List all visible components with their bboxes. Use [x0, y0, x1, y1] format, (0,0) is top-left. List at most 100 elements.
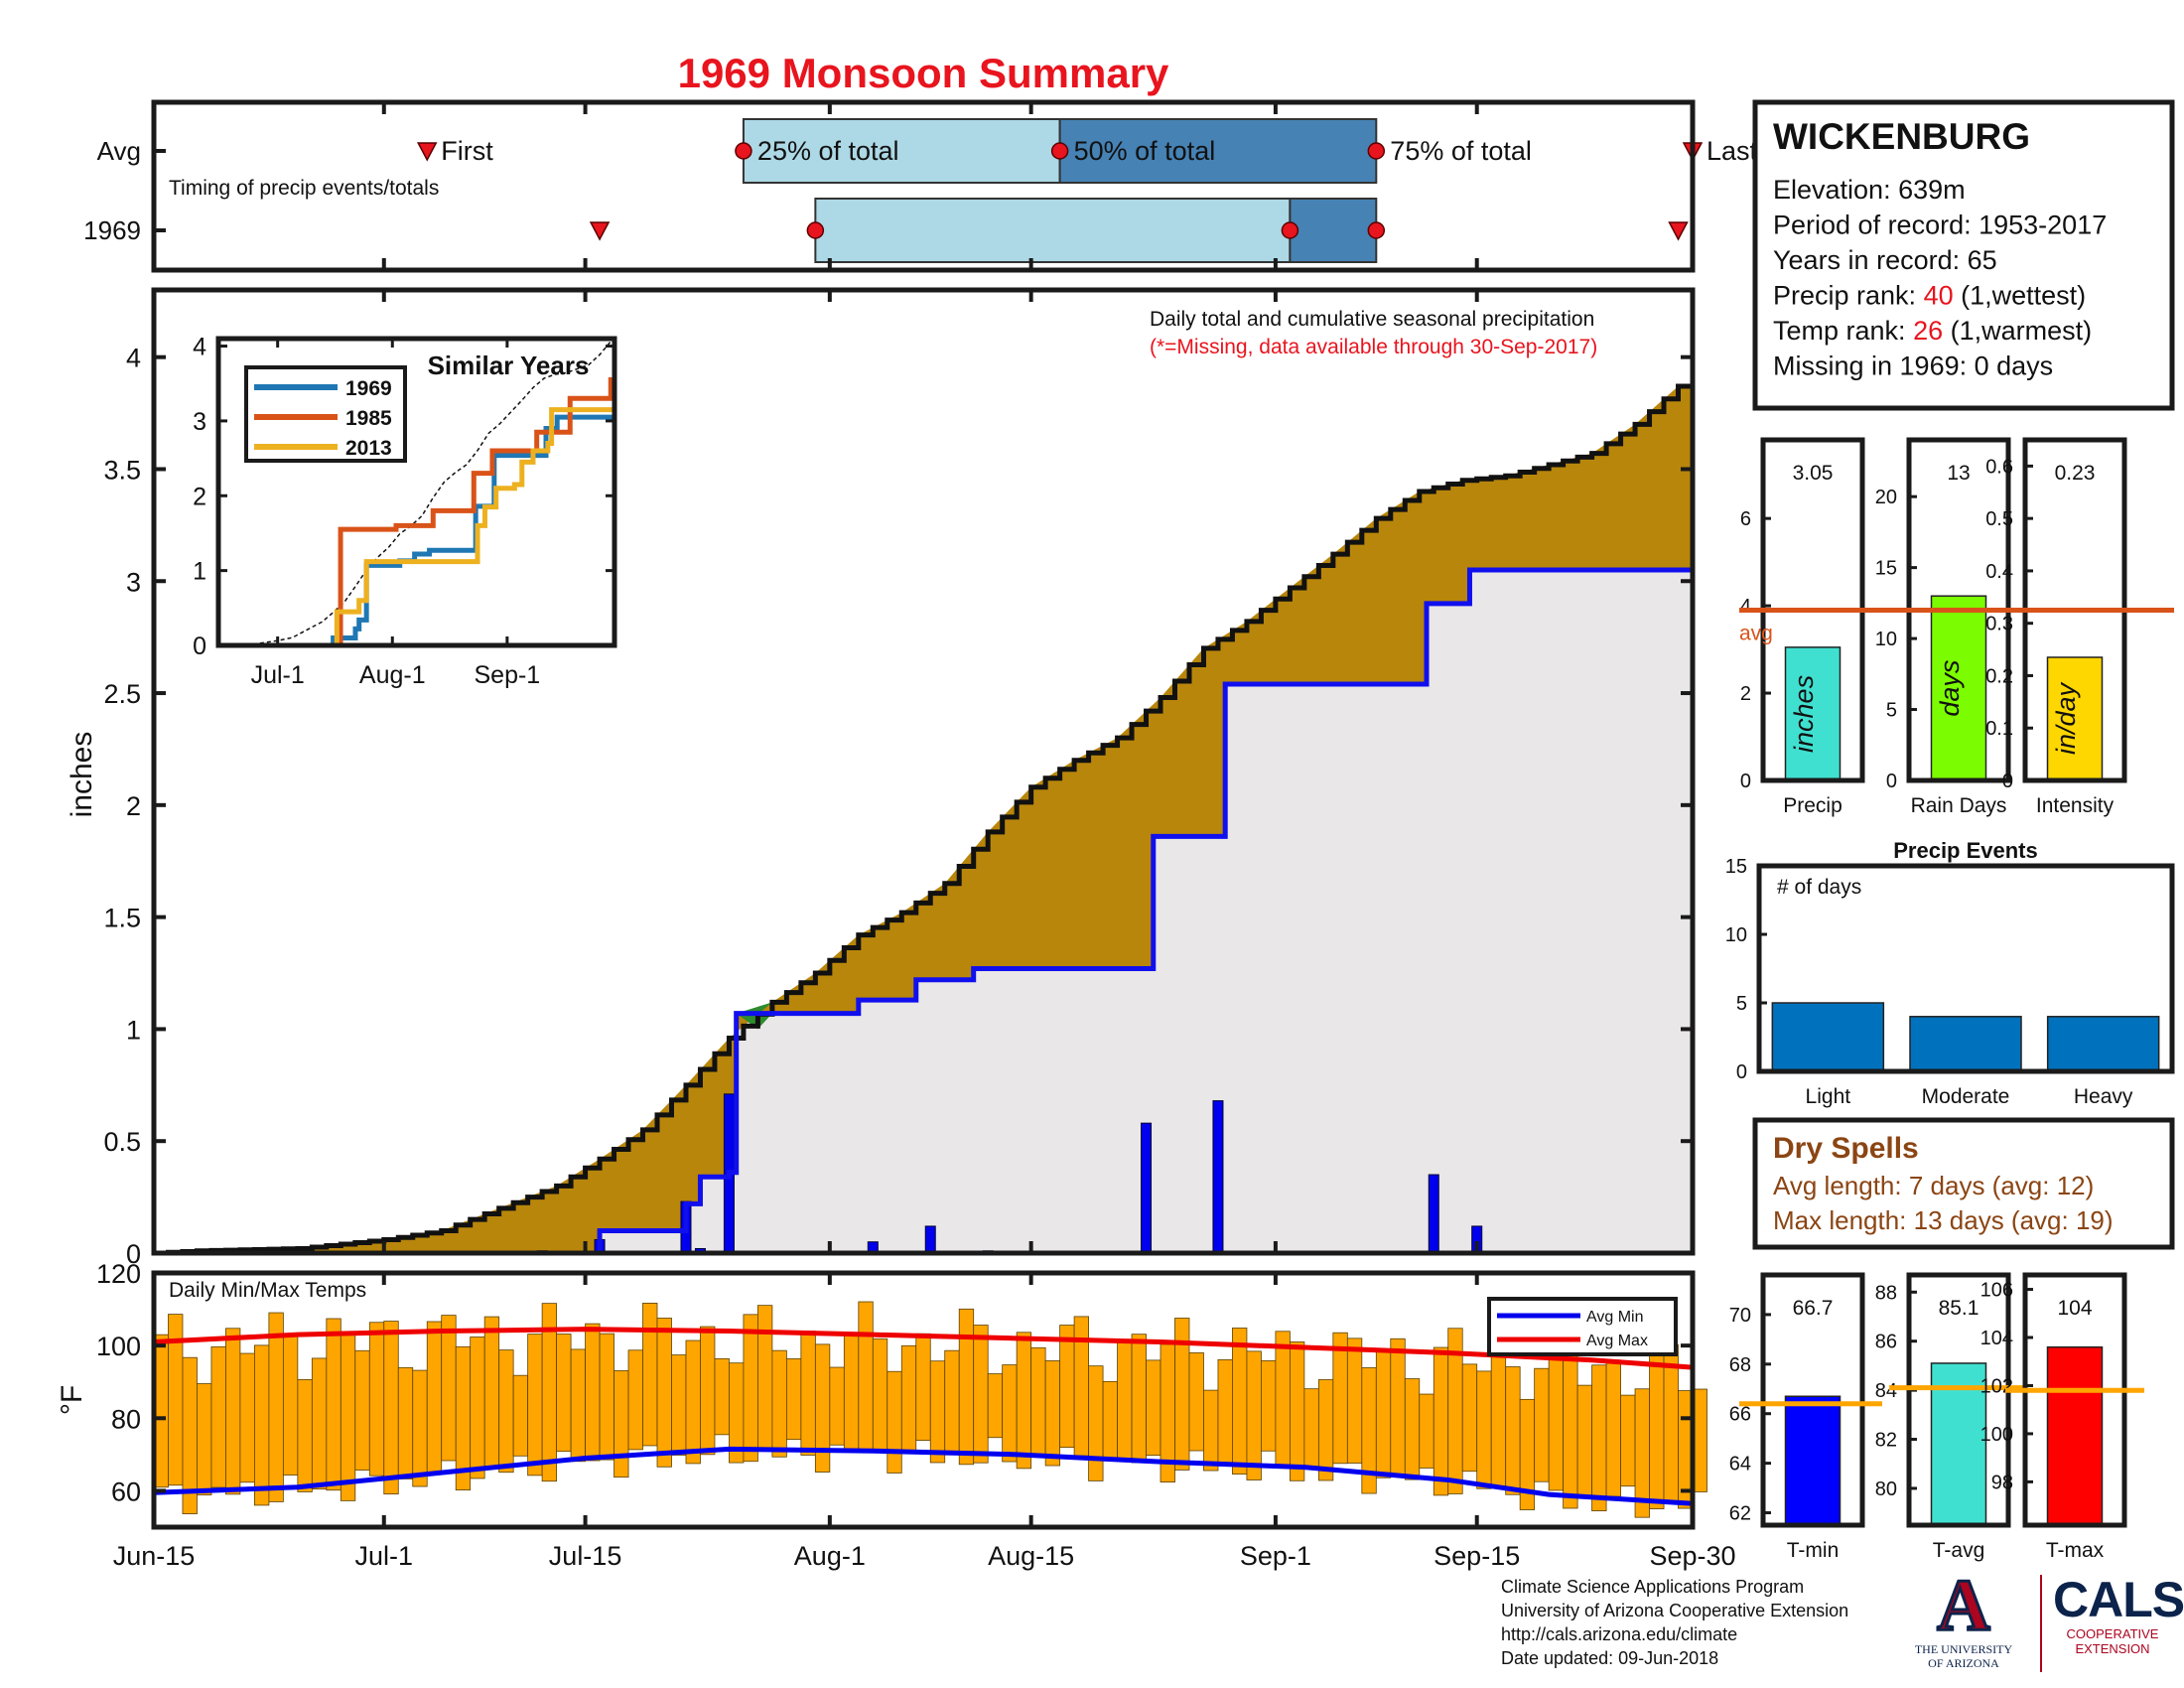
- temp-range-bar-14: [354, 1349, 370, 1471]
- station-line-3-prefix: Precip rank:: [1773, 281, 1924, 311]
- inset-ytick-label-4: 4: [193, 334, 206, 361]
- inset-ytick-label-0: 0: [193, 633, 206, 660]
- temp-summary-label-0: T-min: [1787, 1539, 1840, 1562]
- avg-cumulative-line: [154, 383, 1696, 1256]
- inset-title: Similar Years: [428, 351, 590, 380]
- precip-ytick-label-1: 0.5: [103, 1127, 141, 1157]
- temp-range-bar-56: [958, 1308, 975, 1466]
- temp-range-bar-54: [929, 1360, 946, 1464]
- temp-legend-frame: [1487, 1297, 1678, 1356]
- inset-xtick-label-0: Jul-1: [251, 661, 305, 689]
- temp-summary-ytick-label-1-0: 80: [1875, 1478, 1897, 1500]
- events-bar-1: [1909, 1016, 2022, 1072]
- timing-row-label-year: 1969: [83, 215, 141, 245]
- xtick-label-6: Sep-15: [1433, 1541, 1520, 1571]
- temp-range-bar-13: [340, 1334, 356, 1501]
- temp-range-bar-74: [1217, 1358, 1233, 1467]
- summary-value-2: 0.23: [2055, 462, 2096, 485]
- dry-spells-title: Dry Spells: [1773, 1132, 1919, 1165]
- summary-value-1: 13: [1947, 462, 1970, 485]
- events-frame: [1756, 863, 2175, 1074]
- station-line-4-value: 26: [1913, 316, 1943, 346]
- temp-range-bar-10: [297, 1379, 313, 1492]
- precip-ytick-label-2: 1: [126, 1015, 141, 1045]
- credits-url[interactable]: http://cals.arizona.edu/climate: [1501, 1624, 1738, 1644]
- year-bar-25-50: [814, 198, 1292, 263]
- temp-range-bar-81: [1317, 1379, 1334, 1481]
- inset-series-2013: [218, 407, 614, 648]
- temp-summary-ytick-label-1-3: 86: [1875, 1332, 1897, 1353]
- temp-ytick-label-3: 120: [96, 1259, 141, 1289]
- inset-legend-label-1985: 1985: [345, 407, 392, 430]
- cals-line2: EXTENSION: [2075, 1641, 2150, 1656]
- temp-range-bar-35: [656, 1318, 672, 1468]
- summary-ytick-label-2-0: 0: [2002, 771, 2013, 792]
- events-ytick-label-2: 10: [1725, 924, 1747, 946]
- year-p75-marker: [1367, 221, 1386, 239]
- temp-range-bar-4: [210, 1345, 226, 1488]
- station-line-4-prefix: Temp rank:: [1773, 316, 1913, 346]
- precip-ytick-label-4: 2: [126, 791, 141, 821]
- university-of-arizona-logo[interactable]: A THE UNIVERSITY OF ARIZONA: [1904, 1568, 2023, 1678]
- year-bar-50-75: [1289, 198, 1378, 263]
- temp-summary-frame-0: [1760, 1272, 1865, 1528]
- temp-range-bar-31: [599, 1333, 614, 1461]
- temp-range-bar-46: [814, 1343, 831, 1473]
- summary-ytick-label-1-2: 10: [1875, 629, 1897, 650]
- temp-range-bar-22: [470, 1336, 485, 1479]
- xtick-label-2: Jul-15: [549, 1541, 622, 1571]
- temp-range-bar-80: [1303, 1388, 1319, 1470]
- temp-range-bar-12: [326, 1318, 341, 1491]
- temp-range-bar-51: [887, 1370, 902, 1474]
- surplus-fill-top: [736, 1013, 772, 1030]
- chart-title: 1969 Monsoon Summary: [678, 50, 1169, 96]
- temp-range-bar-75: [1232, 1328, 1248, 1475]
- dry-spells-line-1: Max length: 13 days (avg: 19): [1773, 1205, 2114, 1235]
- xtick-label-5: Sep-1: [1240, 1541, 1311, 1571]
- inset-xtick-label-1: Aug-1: [359, 661, 426, 689]
- xtick-label-0: Jun-15: [113, 1541, 196, 1571]
- summary-unit-1: days: [1935, 660, 1965, 717]
- summary-ytick-label-0-1: 2: [1740, 683, 1751, 705]
- temp-summary-ytick-label-1-4: 88: [1875, 1282, 1897, 1304]
- temp-range-bar-3: [197, 1383, 212, 1495]
- temp-range-bar-39: [714, 1357, 730, 1436]
- avg-min-line: [153, 1446, 1694, 1506]
- temp-summary-ytick-label-0-2: 66: [1729, 1404, 1751, 1426]
- credits-updated: Date updated: 09-Jun-2018: [1501, 1648, 1719, 1668]
- temp-range-bar-36: [671, 1354, 687, 1456]
- summary-label-1: Rain Days: [1911, 794, 2007, 817]
- temp-range-bar-87: [1404, 1378, 1421, 1480]
- temp-range-bar-72: [1188, 1352, 1204, 1452]
- temp-range-bar-100: [1591, 1364, 1607, 1512]
- temp-range-bar-69: [1146, 1359, 1161, 1457]
- credits-block: Climate Science Applications Program Uni…: [1501, 1575, 1848, 1670]
- temp-range-bar-50: [872, 1337, 888, 1451]
- temp-range-bar-53: [915, 1333, 931, 1442]
- university-name-line2: OF ARIZONA: [1928, 1656, 1999, 1670]
- temp-range-bar-49: [858, 1301, 874, 1454]
- events-title: Precip Events: [1893, 838, 2038, 863]
- daily-precip-bar-6: [924, 1225, 936, 1254]
- summary-ytick-label-2-1: 0.1: [1985, 718, 2013, 740]
- avg-p75-marker: [1367, 142, 1386, 160]
- university-name-line1: THE UNIVERSITY: [1914, 1642, 2013, 1656]
- temp-range-bar-65: [1088, 1365, 1104, 1481]
- xtick-label-1: Jul-1: [355, 1541, 414, 1571]
- deficit-fill: [154, 383, 1693, 1254]
- temp-range-bar-43: [771, 1349, 787, 1458]
- temp-range-bar-92: [1476, 1370, 1492, 1489]
- summary-ytick-label-2-6: 0.6: [1985, 456, 2013, 478]
- temp-summary-ytick-label-0-0: 62: [1729, 1503, 1751, 1525]
- logo-separator: [2040, 1575, 2042, 1672]
- events-bar-0: [1771, 1002, 1885, 1072]
- temp-range-bar-42: [757, 1305, 773, 1450]
- temp-ytick-label-2: 100: [96, 1332, 141, 1361]
- precip-ytick-label-0: 0: [126, 1239, 141, 1269]
- inset-ytick-label-3: 3: [193, 408, 206, 436]
- temp-range-bar-58: [987, 1373, 1004, 1439]
- station-info-box: [1752, 99, 2175, 411]
- temp-summary-ytick-label-0-4: 70: [1729, 1305, 1751, 1327]
- cals-logo[interactable]: CALS COOPERATIVE EXTENSION: [2053, 1573, 2184, 1656]
